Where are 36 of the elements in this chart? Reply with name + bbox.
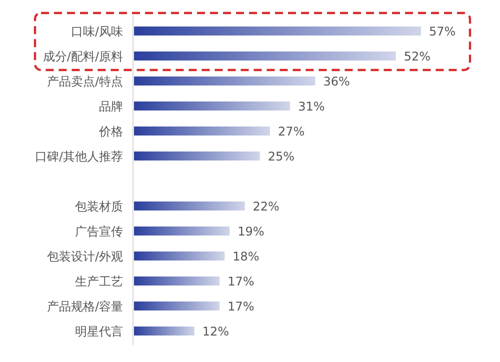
y-tick-label: 广告宣传 (75, 224, 123, 238)
y-tick-label: 产品卖点/特点 (46, 74, 123, 88)
y-tick-label: 价格 (98, 124, 123, 138)
bar (134, 252, 225, 260)
data-label: 57% (429, 24, 456, 38)
y-tick-label: 生产工艺 (75, 274, 123, 288)
bar (134, 152, 260, 160)
bar (134, 126, 270, 136)
y-tick-label: 包装设计/外观 (46, 250, 123, 264)
data-label: 17% (228, 300, 254, 314)
bar (134, 26, 421, 36)
bar (134, 76, 316, 86)
y-tick-label: 口味/风味 (70, 24, 123, 38)
data-label: 31% (298, 100, 325, 114)
y-tick-label: 明星代言 (75, 324, 123, 338)
y-tick-label: 产品规格/容量 (46, 300, 123, 314)
bar (134, 102, 290, 110)
data-label: 17% (228, 274, 254, 288)
data-label: 18% (232, 250, 260, 264)
data-label: 27% (278, 124, 305, 138)
bar (134, 226, 230, 236)
data-label: 36% (323, 74, 350, 88)
y-tick-label: 成分/配料/原料 (42, 50, 123, 64)
data-label: 12% (202, 324, 230, 338)
data-label: 52% (404, 50, 430, 64)
bar (134, 302, 220, 310)
data-label: 19% (238, 224, 264, 238)
data-label: 22% (252, 200, 280, 214)
bar (134, 326, 194, 336)
y-tick-label: 口碑/其他人推荐 (34, 150, 123, 164)
bar (134, 202, 245, 210)
y-tick-label: 品牌 (99, 100, 123, 114)
y-tick-label: 包装材质 (75, 200, 123, 214)
bar (134, 276, 220, 286)
bar (134, 52, 396, 60)
data-label: 25% (268, 150, 295, 164)
